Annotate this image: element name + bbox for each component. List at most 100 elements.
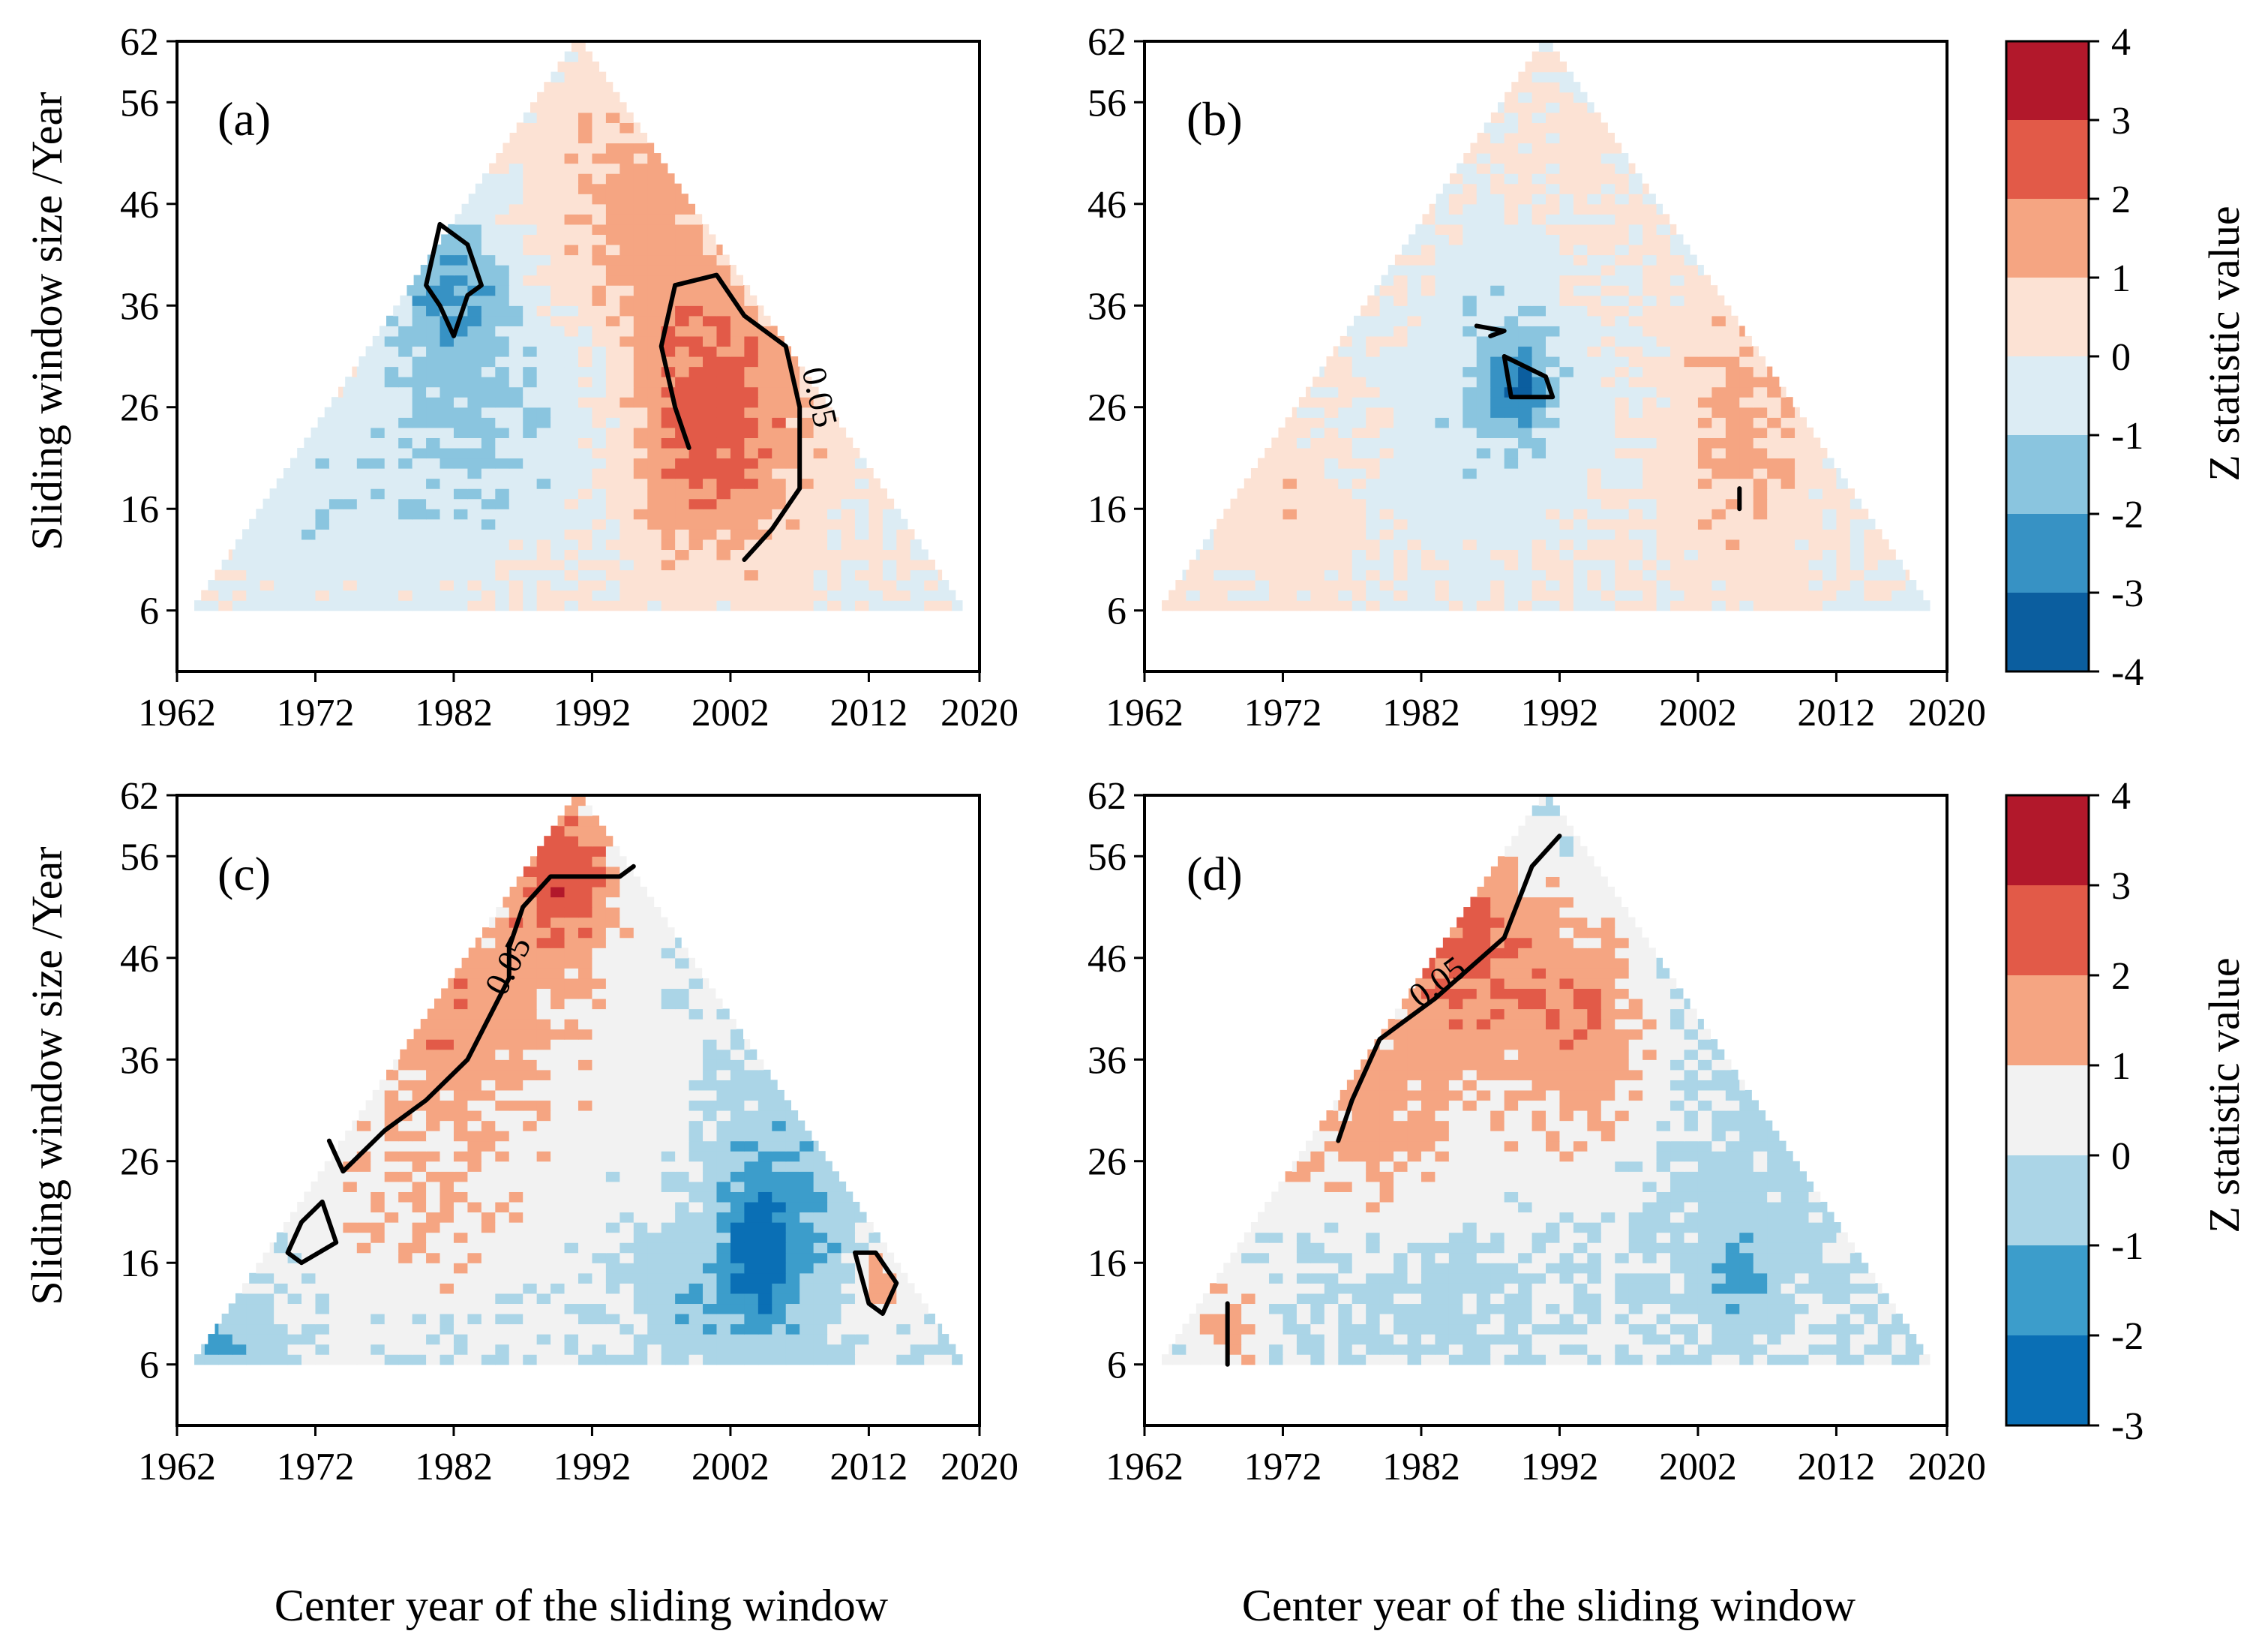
heatmap-cell xyxy=(1573,498,1588,509)
heatmap-cell xyxy=(1504,275,1519,286)
heatmap-cell xyxy=(564,549,579,560)
heatmap-cell xyxy=(882,569,897,581)
heatmap-cell xyxy=(1490,458,1505,469)
heatmap-cell xyxy=(481,1252,496,1263)
heatmap-cell xyxy=(1753,447,1768,459)
heatmap-cell xyxy=(495,305,510,317)
heatmap-cell xyxy=(204,600,219,611)
heatmap-cell xyxy=(1697,427,1712,438)
heatmap-cell xyxy=(1324,559,1339,571)
heatmap-cell xyxy=(536,549,551,560)
heatmap-cell xyxy=(406,285,413,296)
heatmap-cell xyxy=(1310,417,1325,428)
heatmap-cell xyxy=(703,285,718,296)
heatmap-cell xyxy=(1780,518,1796,530)
heatmap-cell xyxy=(523,265,538,276)
heatmap-cell xyxy=(1338,478,1353,489)
heatmap-cell xyxy=(1490,315,1505,326)
heatmap-cell xyxy=(536,1120,551,1131)
heatmap-cell xyxy=(1518,234,1533,245)
heatmap-cell xyxy=(1435,397,1450,408)
heatmap-cell xyxy=(1366,600,1381,611)
heatmap-cell xyxy=(536,488,551,500)
heatmap-cell xyxy=(800,1263,814,1274)
heatmap-cell xyxy=(440,1252,454,1263)
heatmap-cell xyxy=(302,478,316,489)
heatmap-cell xyxy=(605,132,620,144)
heatmap-cell xyxy=(910,1344,925,1355)
heatmap-cell xyxy=(260,1303,274,1314)
y-tick-label: 16 xyxy=(120,488,159,531)
heatmap-cell xyxy=(620,386,634,398)
heatmap-cell xyxy=(1642,437,1658,449)
heatmap-cell xyxy=(453,1008,469,1020)
heatmap-cell xyxy=(412,1263,427,1274)
heatmap-cell xyxy=(481,1131,496,1142)
heatmap-cell xyxy=(1725,386,1740,398)
heatmap-cell xyxy=(550,122,566,134)
heatmap-cell xyxy=(785,1323,800,1335)
heatmap-cell xyxy=(1456,163,1463,174)
heatmap-cell xyxy=(1338,377,1353,388)
heatmap-cell xyxy=(578,1059,593,1071)
heatmap-cell xyxy=(744,1303,759,1314)
heatmap-cell xyxy=(647,559,662,571)
heatmap-cell xyxy=(578,386,593,398)
heatmap-cell xyxy=(1670,437,1685,449)
y-tick-label: 56 xyxy=(1088,82,1126,125)
heatmap-cell xyxy=(716,569,731,581)
heatmap-cell xyxy=(1684,305,1699,317)
heatmap-cell xyxy=(772,1171,787,1182)
heatmap-cell xyxy=(647,1049,662,1060)
heatmap-cell xyxy=(426,1019,441,1030)
heatmap-cell xyxy=(592,417,607,428)
heatmap-cell xyxy=(1573,447,1588,459)
heatmap-cell xyxy=(343,1293,358,1305)
heatmap-cell xyxy=(440,1272,454,1284)
heatmap-cell xyxy=(1670,529,1685,540)
heatmap-cell xyxy=(910,580,925,591)
heatmap-cell xyxy=(1394,377,1408,388)
heatmap-cell xyxy=(1656,295,1671,306)
heatmap-cell xyxy=(647,214,662,225)
heatmap-cell xyxy=(1559,265,1574,276)
heatmap-cell xyxy=(550,937,566,948)
heatmap-cell xyxy=(536,1100,551,1111)
heatmap-cell xyxy=(605,1242,620,1254)
heatmap-cell xyxy=(1407,397,1422,408)
heatmap-cell xyxy=(1407,295,1422,306)
heatmap-cell xyxy=(910,1334,925,1345)
heatmap-cell xyxy=(785,1263,800,1274)
x-tick-label: 2020 xyxy=(940,692,1018,734)
heatmap-cell xyxy=(1435,458,1450,469)
heatmap-cell xyxy=(467,366,482,377)
heatmap-cell xyxy=(1725,549,1740,560)
heatmap-cell xyxy=(758,1161,772,1172)
heatmap-cell xyxy=(440,580,454,591)
heatmap-cell xyxy=(482,927,496,939)
heatmap-cell xyxy=(1255,590,1270,601)
heatmap-cell xyxy=(605,346,620,357)
heatmap-cell xyxy=(661,1191,676,1203)
heatmap-cell xyxy=(1573,265,1588,276)
heatmap-cell xyxy=(550,356,566,368)
heatmap-cell xyxy=(620,366,634,377)
heatmap-cell xyxy=(1379,458,1394,469)
heatmap-cell xyxy=(1684,569,1699,581)
heatmap-cell xyxy=(1420,224,1436,236)
heatmap-cell xyxy=(536,1272,551,1284)
heatmap-cell xyxy=(1877,549,1892,560)
heatmap-cell xyxy=(495,1069,510,1080)
heatmap-cell xyxy=(1697,590,1712,601)
heatmap-cell xyxy=(633,1354,648,1365)
panel-label-c: (c) xyxy=(218,847,271,900)
heatmap-cell xyxy=(647,978,662,990)
heatmap-cell xyxy=(675,386,690,398)
heatmap-cell xyxy=(1379,488,1394,500)
heatmap-cell xyxy=(647,917,662,928)
heatmap-cell xyxy=(688,315,704,326)
heatmap-cell xyxy=(1435,580,1450,591)
heatmap-cell xyxy=(328,559,344,571)
heatmap-cell xyxy=(688,1323,704,1335)
heatmap-cell xyxy=(758,1344,772,1355)
